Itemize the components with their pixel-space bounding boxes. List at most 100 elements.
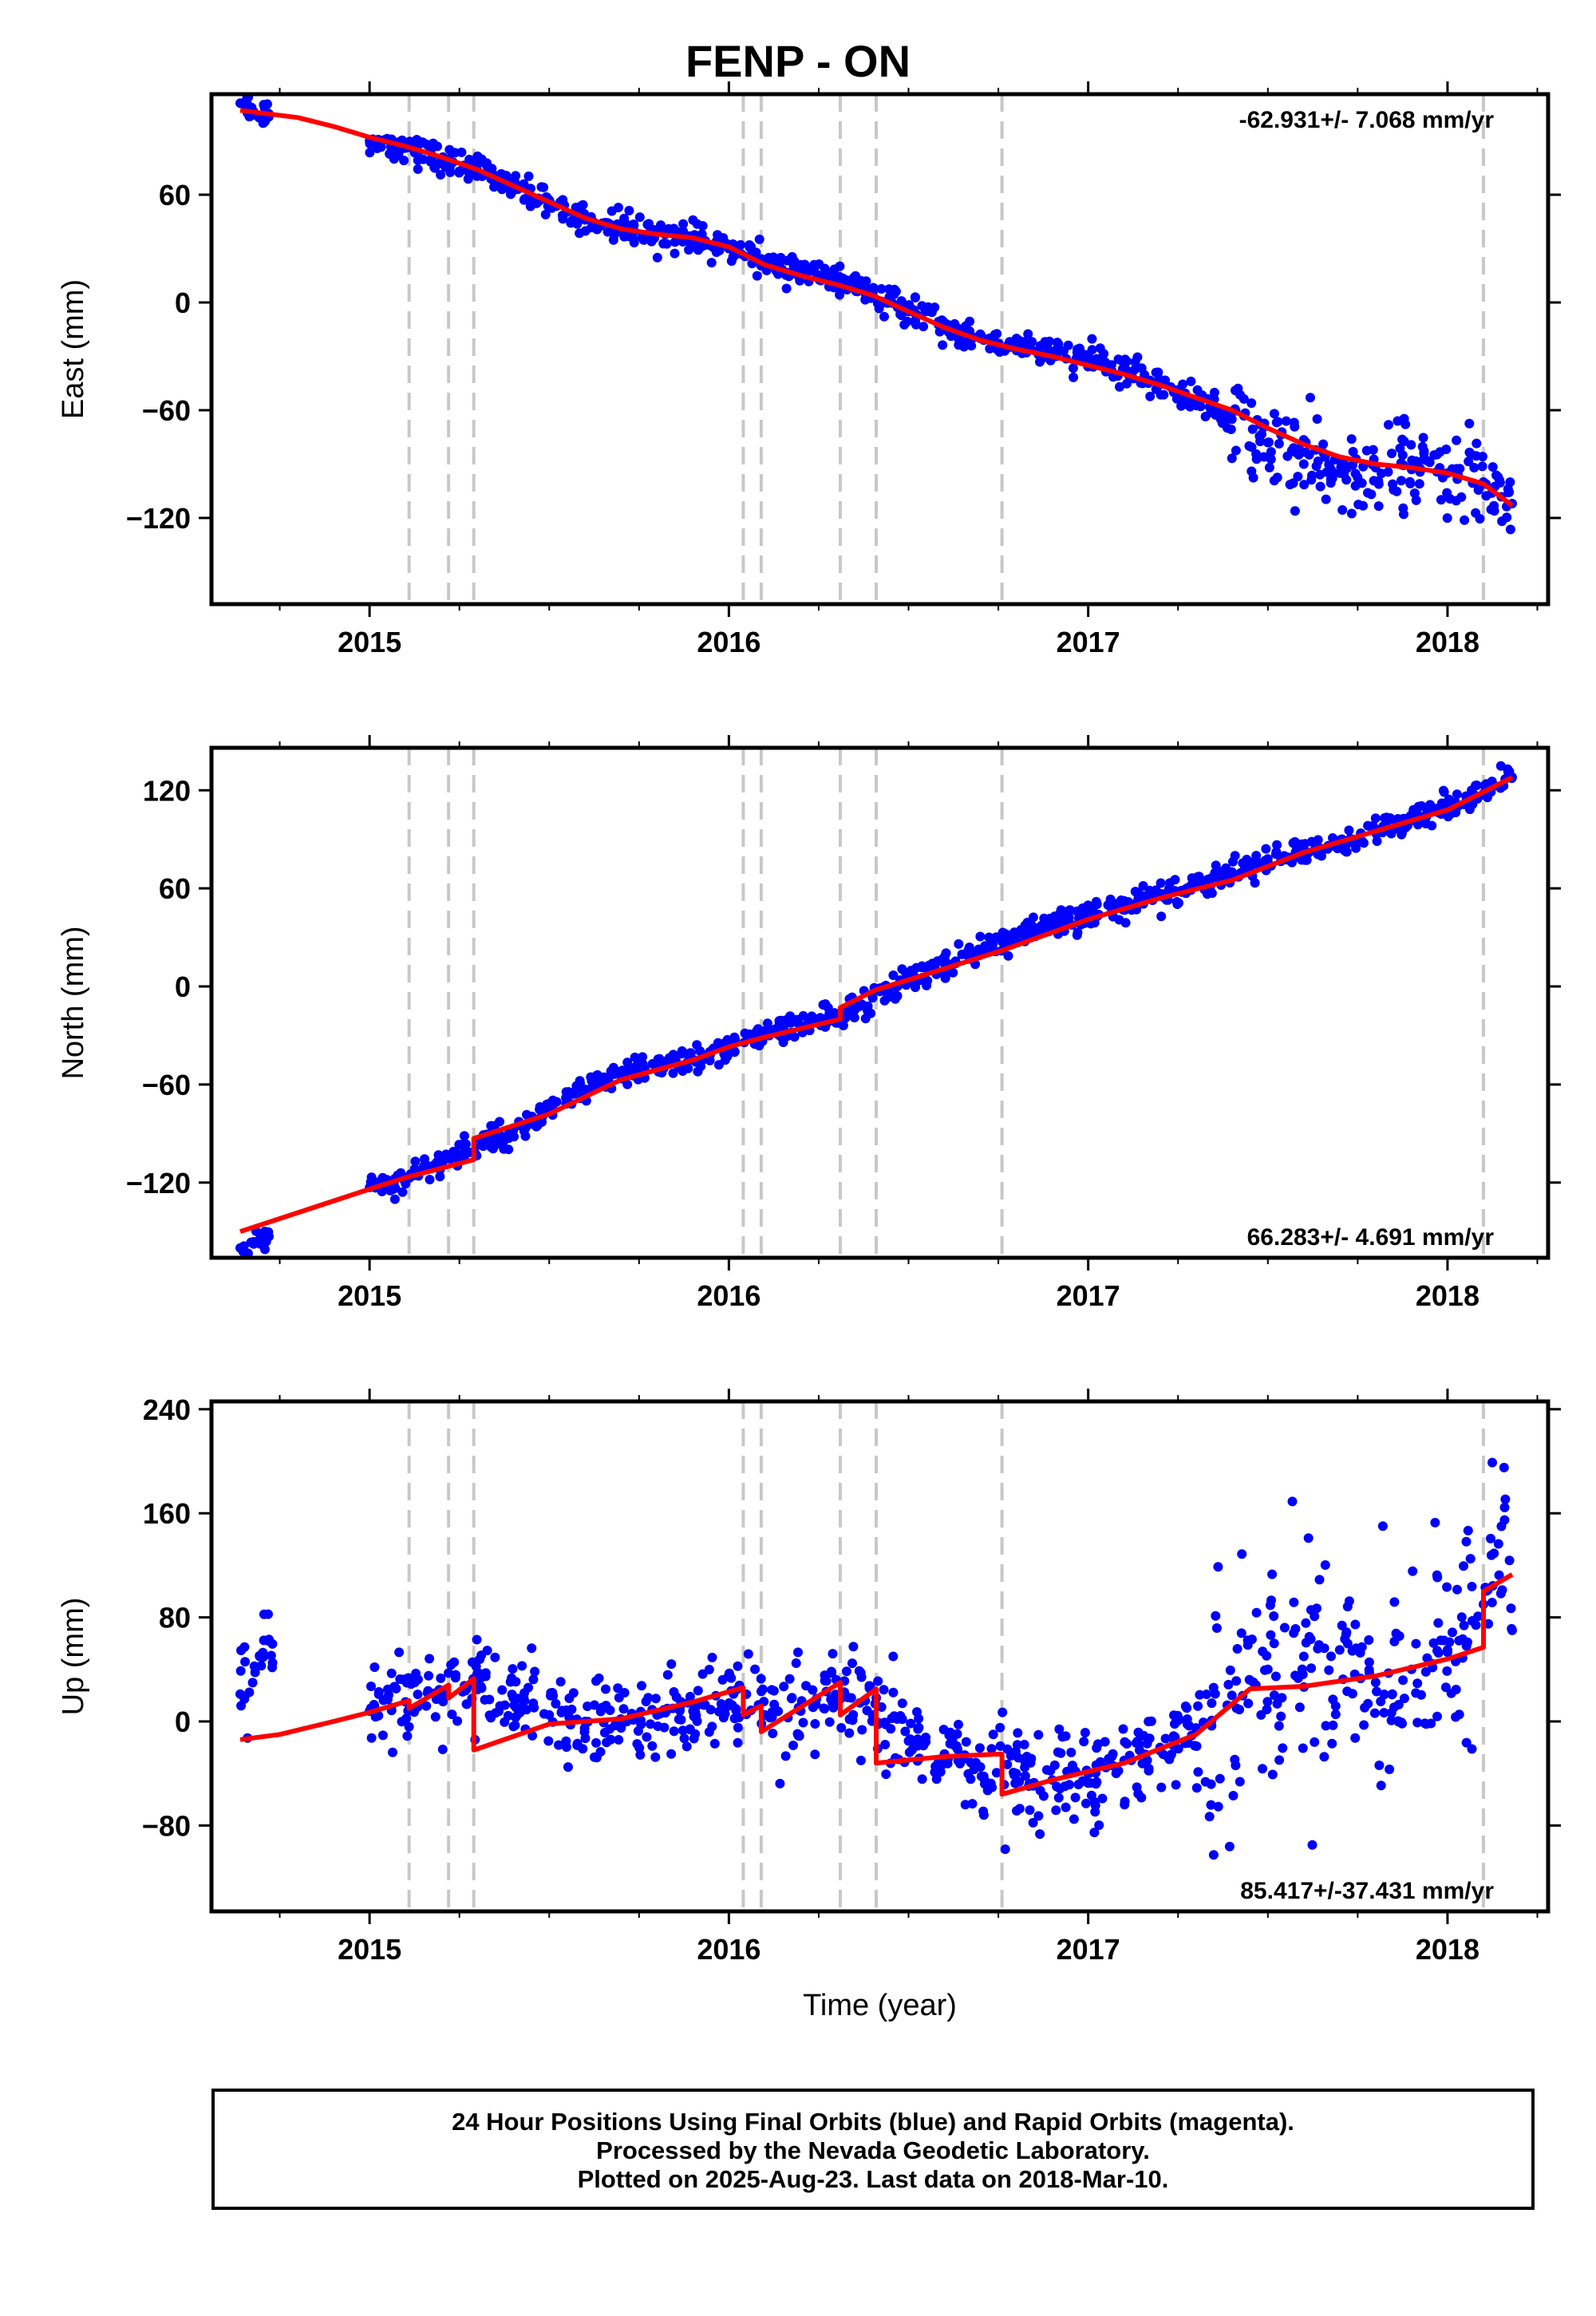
- data-point: [966, 1774, 976, 1784]
- data-point: [1412, 1678, 1423, 1689]
- data-point: [1097, 1793, 1108, 1804]
- data-point: [430, 1712, 440, 1722]
- data-point: [1505, 524, 1515, 535]
- data-point: [706, 258, 717, 268]
- x-tick-label: 2016: [697, 1279, 760, 1312]
- data-point: [697, 229, 707, 239]
- data-point: [801, 1681, 811, 1691]
- data-point: [1020, 1771, 1030, 1781]
- data-point: [480, 1668, 491, 1678]
- data-point: [635, 1749, 646, 1760]
- data-point: [678, 219, 689, 229]
- x-tick-label: 2017: [1057, 626, 1120, 658]
- data-point: [784, 1674, 795, 1684]
- data-point: [1481, 779, 1491, 789]
- data-point: [1452, 789, 1462, 800]
- data-point: [494, 1706, 504, 1717]
- data-point: [1328, 833, 1337, 843]
- data-point: [897, 1714, 907, 1725]
- data-point: [1012, 1740, 1022, 1750]
- data-point: [888, 1687, 899, 1697]
- data-point: [1122, 356, 1132, 366]
- data-point: [733, 1661, 743, 1671]
- data-point: [1019, 1740, 1029, 1749]
- data-point: [1287, 1496, 1298, 1507]
- data-point: [1139, 1730, 1149, 1741]
- data-point: [1393, 1717, 1404, 1727]
- data-point: [1272, 1698, 1282, 1709]
- data-point: [1195, 1690, 1205, 1700]
- data-point: [1014, 1777, 1025, 1787]
- data-point: [1364, 1635, 1374, 1645]
- data-point: [259, 1609, 269, 1619]
- y-tick-label: 240: [143, 1393, 191, 1426]
- data-point: [1144, 1764, 1154, 1773]
- data-point: [1506, 1603, 1516, 1614]
- data-point: [954, 1719, 963, 1729]
- data-point: [365, 139, 375, 149]
- data-point: [523, 171, 534, 181]
- data-point: [775, 1778, 785, 1788]
- data-point: [1251, 1607, 1262, 1618]
- data-point: [563, 1762, 573, 1773]
- data-point: [1310, 1737, 1320, 1747]
- data-point: [1386, 1708, 1396, 1718]
- data-point: [1246, 398, 1257, 409]
- data-point: [922, 980, 931, 990]
- data-point: [754, 234, 764, 244]
- data-point: [1301, 1618, 1311, 1628]
- data-point: [750, 1664, 760, 1674]
- data-point: [500, 1135, 510, 1145]
- data-point: [519, 1695, 530, 1705]
- plot-area-north: [235, 761, 1517, 1258]
- data-point: [1436, 495, 1446, 505]
- rate-annotation: -62.931+/- 7.068 mm/yr: [1239, 107, 1495, 133]
- data-point: [567, 215, 577, 226]
- data-point: [402, 1731, 413, 1741]
- data-point: [1454, 1709, 1464, 1720]
- data-point: [1258, 1646, 1268, 1657]
- data-point: [259, 117, 269, 128]
- data-point: [1452, 1584, 1462, 1595]
- data-point: [619, 1688, 630, 1697]
- data-point: [1324, 1665, 1334, 1675]
- data-point: [472, 1634, 482, 1645]
- data-point: [1013, 335, 1024, 346]
- data-point: [745, 240, 755, 250]
- data-point: [918, 322, 929, 332]
- data-point: [1385, 1765, 1395, 1774]
- data-point: [1360, 1702, 1370, 1713]
- data-point: [1237, 1549, 1247, 1559]
- data-point: [855, 1668, 866, 1678]
- x-tick-label: 2015: [338, 1933, 401, 1966]
- data-point: [1477, 461, 1487, 472]
- data-point: [452, 1716, 463, 1726]
- data-point: [1398, 1675, 1408, 1686]
- data-point: [1487, 1457, 1497, 1468]
- data-point: [743, 1649, 753, 1659]
- data-point: [876, 284, 887, 294]
- data-point: [1206, 1800, 1216, 1810]
- data-point: [1231, 1761, 1241, 1771]
- data-point: [1279, 1622, 1290, 1633]
- data-point: [1184, 1721, 1195, 1731]
- data-point: [1504, 1555, 1515, 1566]
- data-point: [1350, 480, 1361, 491]
- data-point: [500, 1717, 510, 1727]
- data-point: [1499, 1515, 1510, 1525]
- data-point: [1405, 479, 1416, 488]
- data-point: [1100, 1737, 1110, 1747]
- data-point: [980, 1779, 990, 1789]
- data-point: [1156, 1782, 1167, 1792]
- data-point: [1063, 340, 1073, 350]
- data-point: [1235, 389, 1245, 400]
- data-point: [1136, 1792, 1147, 1803]
- data-point: [1444, 1637, 1455, 1647]
- data-point: [776, 252, 786, 263]
- data-point: [1350, 1733, 1361, 1743]
- data-point: [1266, 447, 1276, 457]
- data-point: [1407, 455, 1417, 465]
- data-point: [421, 1701, 432, 1711]
- data-point: [1289, 417, 1299, 428]
